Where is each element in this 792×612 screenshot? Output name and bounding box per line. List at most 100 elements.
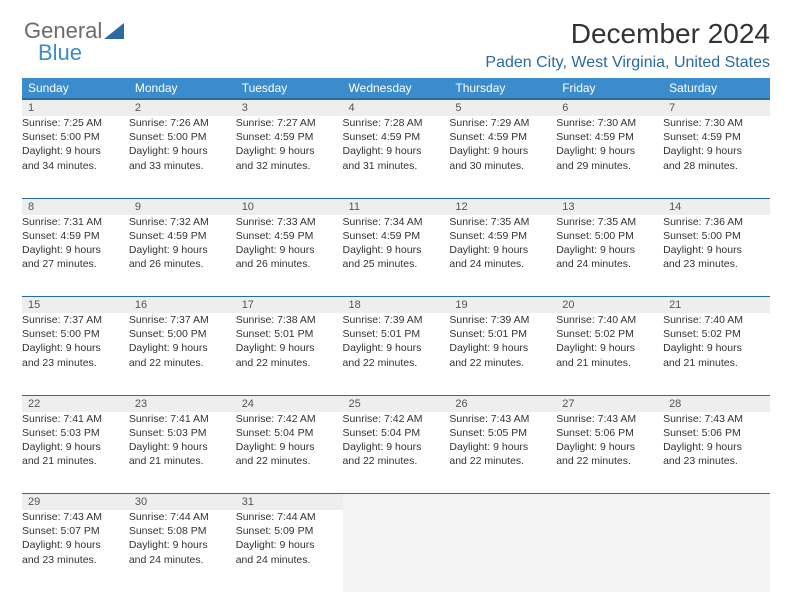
day-number-row: 22232425262728 [22, 395, 770, 412]
sunset-text: Sunset: 4:59 PM [663, 130, 770, 144]
daylight-text-2: and 22 minutes. [129, 356, 236, 370]
daylight-text-2: and 33 minutes. [129, 159, 236, 173]
day-number-cell: 25 [343, 395, 450, 412]
daylight-text-2: and 28 minutes. [663, 159, 770, 173]
sunrise-text: Sunrise: 7:41 AM [129, 412, 236, 426]
weekday-header: Saturday [663, 78, 770, 99]
sunset-text: Sunset: 4:59 PM [22, 229, 129, 243]
daylight-text-1: Daylight: 9 hours [129, 341, 236, 355]
daylight-text-2: and 21 minutes. [129, 454, 236, 468]
daylight-text-2: and 27 minutes. [22, 257, 129, 271]
day-number-cell: 3 [236, 99, 343, 116]
day-number-cell: 21 [663, 297, 770, 314]
day-content-cell: Sunrise: 7:40 AMSunset: 5:02 PMDaylight:… [663, 313, 770, 395]
sunrise-text: Sunrise: 7:39 AM [343, 313, 450, 327]
day-content-cell: Sunrise: 7:41 AMSunset: 5:03 PMDaylight:… [22, 412, 129, 494]
day-content-cell [663, 510, 770, 592]
day-content-cell: Sunrise: 7:27 AMSunset: 4:59 PMDaylight:… [236, 116, 343, 198]
day-content-cell: Sunrise: 7:42 AMSunset: 5:04 PMDaylight:… [343, 412, 450, 494]
daylight-text-1: Daylight: 9 hours [129, 538, 236, 552]
day-content-cell: Sunrise: 7:37 AMSunset: 5:00 PMDaylight:… [22, 313, 129, 395]
daylight-text-1: Daylight: 9 hours [236, 243, 343, 257]
daylight-text-1: Daylight: 9 hours [449, 144, 556, 158]
sunset-text: Sunset: 5:09 PM [236, 524, 343, 538]
sunrise-text: Sunrise: 7:44 AM [129, 510, 236, 524]
daylight-text-2: and 21 minutes. [556, 356, 663, 370]
day-number-cell [663, 494, 770, 511]
sunrise-text: Sunrise: 7:43 AM [556, 412, 663, 426]
sunset-text: Sunset: 4:59 PM [129, 229, 236, 243]
day-number-cell [556, 494, 663, 511]
daylight-text-1: Daylight: 9 hours [236, 440, 343, 454]
day-content-cell: Sunrise: 7:43 AMSunset: 5:05 PMDaylight:… [449, 412, 556, 494]
daylight-text-2: and 34 minutes. [22, 159, 129, 173]
sunset-text: Sunset: 4:59 PM [449, 229, 556, 243]
sunset-text: Sunset: 5:02 PM [663, 327, 770, 341]
daylight-text-1: Daylight: 9 hours [663, 243, 770, 257]
sunrise-text: Sunrise: 7:30 AM [663, 116, 770, 130]
sunset-text: Sunset: 5:01 PM [449, 327, 556, 341]
day-content-cell [343, 510, 450, 592]
sunset-text: Sunset: 4:59 PM [449, 130, 556, 144]
sunrise-text: Sunrise: 7:26 AM [129, 116, 236, 130]
sunrise-text: Sunrise: 7:33 AM [236, 215, 343, 229]
weekday-header: Monday [129, 78, 236, 99]
daylight-text-2: and 24 minutes. [449, 257, 556, 271]
sunrise-text: Sunrise: 7:41 AM [22, 412, 129, 426]
day-content-cell: Sunrise: 7:40 AMSunset: 5:02 PMDaylight:… [556, 313, 663, 395]
daylight-text-1: Daylight: 9 hours [663, 440, 770, 454]
daylight-text-2: and 29 minutes. [556, 159, 663, 173]
day-number-cell: 12 [449, 198, 556, 215]
day-number-row: 1234567 [22, 99, 770, 116]
day-number-cell [343, 494, 450, 511]
daylight-text-1: Daylight: 9 hours [449, 243, 556, 257]
daylight-text-2: and 22 minutes. [343, 356, 450, 370]
day-number-cell: 31 [236, 494, 343, 511]
daylight-text-1: Daylight: 9 hours [22, 538, 129, 552]
daylight-text-2: and 26 minutes. [129, 257, 236, 271]
sunrise-text: Sunrise: 7:37 AM [129, 313, 236, 327]
day-content-row: Sunrise: 7:31 AMSunset: 4:59 PMDaylight:… [22, 215, 770, 297]
sunset-text: Sunset: 5:03 PM [22, 426, 129, 440]
day-number-cell: 7 [663, 99, 770, 116]
sunset-text: Sunset: 5:08 PM [129, 524, 236, 538]
daylight-text-1: Daylight: 9 hours [129, 440, 236, 454]
sunrise-text: Sunrise: 7:31 AM [22, 215, 129, 229]
daylight-text-2: and 21 minutes. [663, 356, 770, 370]
sunset-text: Sunset: 5:00 PM [556, 229, 663, 243]
day-number-cell: 13 [556, 198, 663, 215]
day-content-row: Sunrise: 7:41 AMSunset: 5:03 PMDaylight:… [22, 412, 770, 494]
month-title: December 2024 [485, 18, 770, 50]
daylight-text-1: Daylight: 9 hours [663, 144, 770, 158]
daylight-text-1: Daylight: 9 hours [449, 341, 556, 355]
day-number-cell: 23 [129, 395, 236, 412]
day-content-cell: Sunrise: 7:25 AMSunset: 5:00 PMDaylight:… [22, 116, 129, 198]
daylight-text-1: Daylight: 9 hours [343, 243, 450, 257]
daylight-text-1: Daylight: 9 hours [343, 341, 450, 355]
daylight-text-1: Daylight: 9 hours [449, 440, 556, 454]
sunrise-text: Sunrise: 7:27 AM [236, 116, 343, 130]
day-content-cell: Sunrise: 7:30 AMSunset: 4:59 PMDaylight:… [556, 116, 663, 198]
day-number-cell: 5 [449, 99, 556, 116]
day-content-cell: Sunrise: 7:43 AMSunset: 5:06 PMDaylight:… [556, 412, 663, 494]
day-content-cell: Sunrise: 7:29 AMSunset: 4:59 PMDaylight:… [449, 116, 556, 198]
sunrise-text: Sunrise: 7:43 AM [663, 412, 770, 426]
daylight-text-2: and 22 minutes. [449, 454, 556, 468]
sunset-text: Sunset: 5:00 PM [22, 130, 129, 144]
daylight-text-1: Daylight: 9 hours [343, 440, 450, 454]
day-content-cell [449, 510, 556, 592]
day-number-cell: 1 [22, 99, 129, 116]
sunrise-text: Sunrise: 7:43 AM [22, 510, 129, 524]
daylight-text-2: and 21 minutes. [22, 454, 129, 468]
daylight-text-2: and 23 minutes. [663, 454, 770, 468]
day-number-cell: 9 [129, 198, 236, 215]
day-number-row: 891011121314 [22, 198, 770, 215]
sunrise-text: Sunrise: 7:34 AM [343, 215, 450, 229]
daylight-text-2: and 26 minutes. [236, 257, 343, 271]
sunrise-text: Sunrise: 7:43 AM [449, 412, 556, 426]
day-number-cell: 29 [22, 494, 129, 511]
day-content-row: Sunrise: 7:37 AMSunset: 5:00 PMDaylight:… [22, 313, 770, 395]
sunset-text: Sunset: 5:02 PM [556, 327, 663, 341]
daylight-text-1: Daylight: 9 hours [343, 144, 450, 158]
sunset-text: Sunset: 4:59 PM [236, 229, 343, 243]
